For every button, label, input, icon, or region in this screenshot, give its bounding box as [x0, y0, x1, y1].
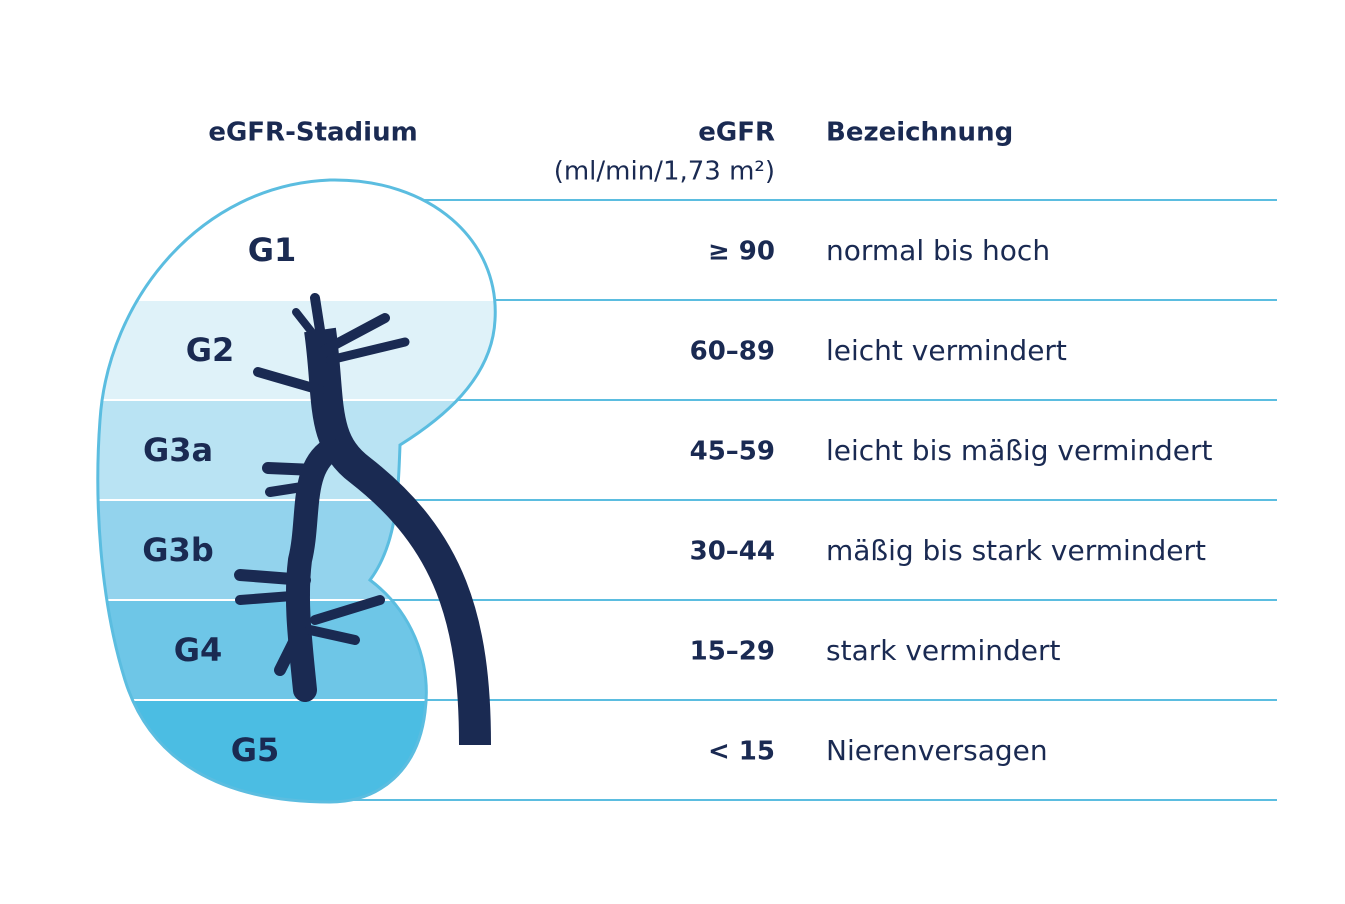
header-stage: eGFR-Stadium — [208, 118, 417, 148]
stage-description: normal bis hoch — [826, 234, 1050, 267]
egfr-range: ≥ 90 — [708, 237, 775, 267]
stage-description: Nierenversagen — [826, 734, 1048, 767]
kidney-outline — [96, 178, 497, 804]
stage-label: G5 — [231, 731, 280, 769]
renal-pelvis — [234, 293, 491, 746]
egfr-range: 30–44 — [690, 537, 775, 567]
stage-description: leicht vermindert — [826, 334, 1067, 367]
stage-description: stark vermindert — [826, 634, 1060, 667]
stage-label: G3b — [142, 531, 213, 569]
stage-description: leicht bis mäßig vermindert — [826, 434, 1212, 467]
egfr-range: 45–59 — [690, 437, 775, 467]
header-description: Bezeichnung — [826, 118, 1013, 148]
stage-label: G1 — [248, 231, 297, 269]
stage-band — [97, 700, 496, 802]
stage-label: G4 — [174, 631, 223, 669]
header-egfr: eGFR — [698, 118, 775, 148]
header-unit: (ml/min/1,73 m²) — [554, 157, 775, 187]
egfr-range: 15–29 — [690, 637, 775, 667]
egfr-range: 60–89 — [690, 337, 775, 367]
egfr-range: < 15 — [708, 737, 775, 767]
stage-label: G3a — [143, 431, 213, 469]
stage-description: mäßig bis stark vermindert — [826, 534, 1206, 567]
stage-label: G2 — [186, 331, 235, 369]
stage-band — [97, 179, 496, 300]
